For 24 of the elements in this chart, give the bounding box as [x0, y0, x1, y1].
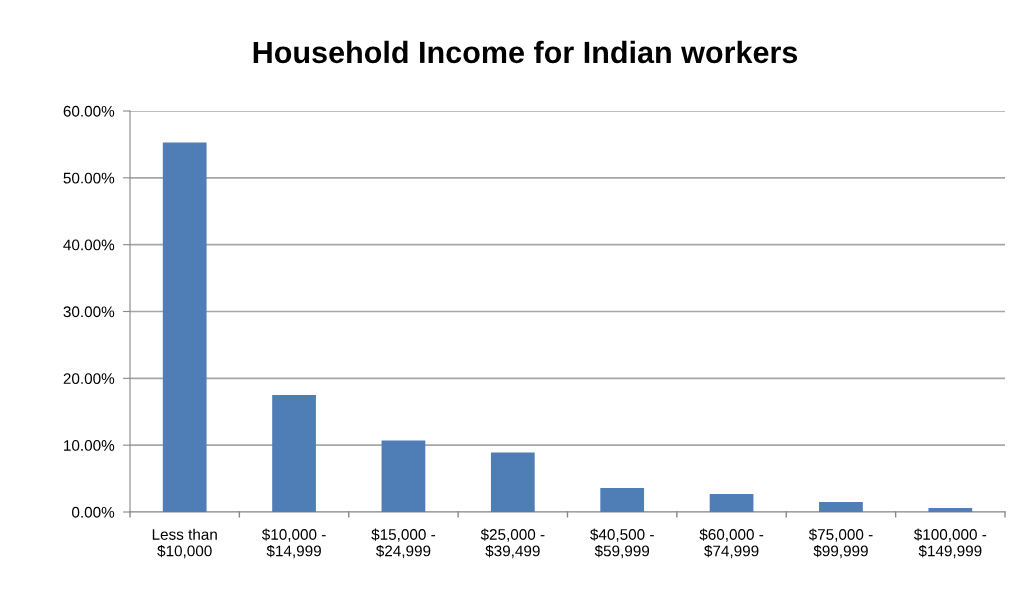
bar — [490, 452, 535, 512]
x-tick-label: $60,000 - $74,999 — [699, 528, 764, 559]
bar — [600, 487, 645, 512]
y-tick-label: 30.00% — [63, 306, 115, 318]
y-tick-label: 40.00% — [63, 239, 115, 251]
y-tick-label: 60.00% — [63, 105, 115, 117]
y-tick-label: 50.00% — [63, 172, 115, 184]
chart-title: Household Income for Indian workers — [253, 40, 798, 64]
x-tick-label: $75,000 - $99,999 — [808, 528, 873, 559]
y-tick-label: 0.00% — [72, 506, 115, 518]
bar — [709, 493, 754, 512]
y-tick-label: 20.00% — [63, 373, 115, 385]
y-tick-label: 10.00% — [64, 440, 115, 451]
bar — [819, 501, 863, 512]
x-tick-label: $15,000 - $24,999 — [371, 528, 436, 559]
x-tick-label: $25,000 - $39,499 — [480, 528, 545, 559]
x-tick-label: $100,000 - $149,999 — [913, 528, 987, 559]
x-tick-label: Less than $10,000 — [152, 528, 217, 559]
bar — [272, 395, 316, 512]
bar — [381, 440, 426, 512]
x-tick-label: $40,500 - $59,999 — [590, 528, 654, 559]
x-tick-label: $10,000 - $14,999 — [261, 528, 326, 559]
bar — [928, 507, 973, 512]
bar — [162, 142, 207, 512]
